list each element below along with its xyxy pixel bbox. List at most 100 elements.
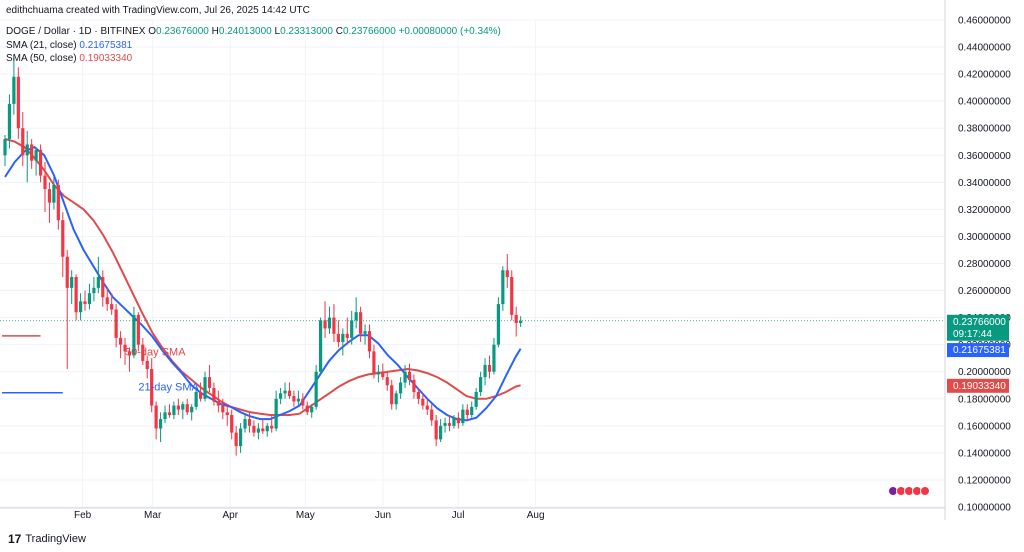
candle-body xyxy=(118,337,123,345)
candle-body xyxy=(190,406,194,413)
candle-body xyxy=(510,277,514,315)
candle-body xyxy=(332,317,336,334)
y-tick-label: 0.46000000 xyxy=(958,16,1011,27)
y-tick-label: 0.42000000 xyxy=(958,70,1011,81)
high-value: 0.24013000 xyxy=(218,26,272,37)
candle-body xyxy=(292,396,296,402)
y-tick-label: 0.32000000 xyxy=(958,205,1011,216)
candle-body xyxy=(234,432,238,447)
candle-body xyxy=(465,409,469,416)
candle-body xyxy=(470,406,474,416)
candle-body xyxy=(150,369,154,406)
y-tick-label: 0.12000000 xyxy=(958,475,1011,486)
candle-body xyxy=(399,382,403,394)
y-tick-label: 0.44000000 xyxy=(958,43,1011,54)
candle-body xyxy=(43,175,47,190)
candle-body xyxy=(127,351,132,356)
candle-body xyxy=(443,423,447,426)
candle-body xyxy=(238,428,243,447)
x-tick-label: Apr xyxy=(222,510,238,521)
candle-body xyxy=(52,185,56,203)
candle-body xyxy=(101,277,105,298)
candle-body xyxy=(296,398,300,402)
sma21-value: 0.21675381 xyxy=(79,40,133,51)
y-tick-label: 0.38000000 xyxy=(958,124,1011,135)
candle-body xyxy=(83,301,87,305)
candle-body xyxy=(34,149,38,161)
last-price-label-bg xyxy=(947,314,1009,341)
candle-body xyxy=(12,76,16,104)
sma21-price-label: 0.21675381 xyxy=(953,345,1006,356)
last-price-label: 09:17:44 xyxy=(953,329,992,340)
candle-body xyxy=(381,371,385,378)
candle-body xyxy=(376,371,380,375)
candle-body xyxy=(141,344,145,361)
candle-body xyxy=(123,344,127,352)
candle-body xyxy=(114,309,118,338)
flag-icon[interactable] xyxy=(920,486,930,496)
candle-body xyxy=(56,185,60,221)
candle-body xyxy=(252,425,256,433)
candle-body xyxy=(70,277,74,288)
candle-body xyxy=(283,390,287,394)
low-value: 0.23313000 xyxy=(280,26,333,37)
ohlc-legend: DOGE / Dollar · 1D · BITFINEX O0.2367600… xyxy=(6,26,501,37)
candle-body xyxy=(492,344,496,372)
candle-body xyxy=(394,393,398,405)
candle-body xyxy=(78,301,83,313)
sma21-line xyxy=(4,146,522,422)
candle-body xyxy=(430,409,434,421)
candle-body xyxy=(256,428,260,433)
sma21-label: SMA (21, close) xyxy=(6,40,77,51)
candle-body xyxy=(474,392,478,407)
candle-body xyxy=(96,277,100,288)
candle-body xyxy=(25,144,29,156)
candle-body xyxy=(65,256,69,288)
x-tick-label: Feb xyxy=(74,510,92,521)
x-tick-label: Jun xyxy=(375,510,391,521)
candle-body xyxy=(30,144,34,161)
sma21-legend[interactable]: SMA (21, close) 0.21675381 xyxy=(6,40,132,51)
candle-body xyxy=(483,364,487,378)
tradingview-brand[interactable]: 17 TradingView xyxy=(8,532,86,546)
credit-text: edithchuama created with TradingView.com… xyxy=(6,5,310,16)
candle-body xyxy=(354,312,358,321)
candle-body xyxy=(221,405,225,413)
sma50-price-label: 0.19033340 xyxy=(953,381,1006,392)
candle-body xyxy=(132,314,136,356)
candle-body xyxy=(212,387,216,402)
candle-body xyxy=(479,377,483,393)
candle-body xyxy=(145,360,149,370)
candle-body xyxy=(390,385,394,405)
candle-body xyxy=(287,390,292,397)
y-tick-label: 0.14000000 xyxy=(958,448,1011,459)
candle-body xyxy=(359,312,363,334)
candle-body xyxy=(461,409,465,424)
candle-body xyxy=(225,412,229,416)
candle-body xyxy=(270,425,274,429)
y-tick-label: 0.36000000 xyxy=(958,151,1011,162)
candle-body xyxy=(216,401,220,406)
candle-body xyxy=(327,317,332,329)
candle-body xyxy=(372,351,376,375)
candle-body xyxy=(501,270,505,305)
candle-body xyxy=(350,320,354,338)
candle-body xyxy=(514,314,518,324)
y-tick-label: 0.26000000 xyxy=(958,286,1011,297)
plot-area xyxy=(0,0,945,520)
chart-annotation: 50-day SMA xyxy=(125,346,186,358)
sma50-legend[interactable]: SMA (50, close) 0.19033340 xyxy=(6,53,132,64)
candle-body xyxy=(434,420,438,440)
candle-body xyxy=(318,320,323,372)
candle-body xyxy=(87,293,92,305)
candle-body xyxy=(110,304,114,310)
candle-body xyxy=(265,425,269,432)
candle-body xyxy=(38,149,43,176)
notification-badges[interactable] xyxy=(888,486,930,496)
symbol-title[interactable]: DOGE / Dollar · 1D · BITFINEX xyxy=(6,26,146,37)
candle-body xyxy=(385,377,389,386)
candle-body xyxy=(447,423,452,426)
tradingview-text: TradingView xyxy=(25,533,86,545)
x-tick-label: Aug xyxy=(527,510,545,521)
